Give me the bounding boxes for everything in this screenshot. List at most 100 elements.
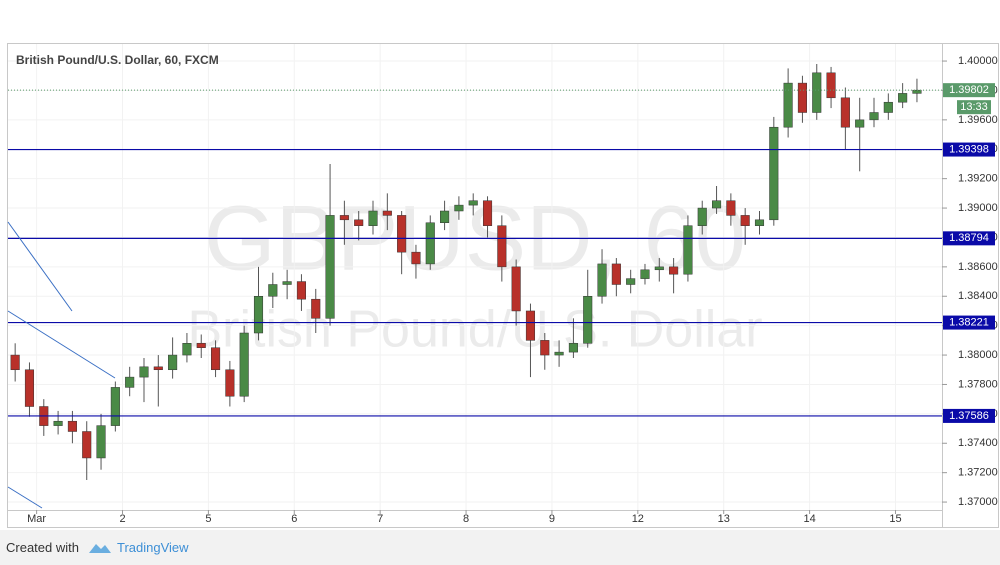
level-label: 1.38221 xyxy=(949,316,989,328)
candle-body xyxy=(497,225,507,268)
candle-body xyxy=(296,281,306,300)
candle-body xyxy=(898,93,908,103)
x-tick-label: 5 xyxy=(205,513,211,525)
candle-body xyxy=(869,112,879,121)
y-tick-label: 1.39000 xyxy=(958,202,998,214)
x-tick-label: 6 xyxy=(291,513,297,525)
level-label-bg xyxy=(943,315,995,330)
brand-link[interactable]: TradingView xyxy=(117,540,189,555)
candle-body xyxy=(425,222,435,265)
candle-body xyxy=(454,204,464,212)
trend-line xyxy=(7,486,43,509)
chart: GBPUSD, 60 British Pound/U.S. Dollar Bri… xyxy=(7,43,999,528)
footer-text: Created with xyxy=(6,540,79,555)
candle-body xyxy=(311,298,321,319)
logo xyxy=(89,544,111,553)
axes: 1.370001.372001.374001.376001.378001.380… xyxy=(27,55,998,525)
y-tick-label: 1.38000 xyxy=(958,349,998,361)
candle-body xyxy=(568,343,578,353)
y-tick-label: 1.39200 xyxy=(958,173,998,185)
candle-body xyxy=(554,351,564,356)
candle-body xyxy=(153,366,163,371)
candle-body xyxy=(440,210,450,224)
candle-body xyxy=(53,420,63,426)
candle-body xyxy=(96,425,106,459)
watermark-subtitle: British Pound/U.S. Dollar xyxy=(187,301,762,359)
candle-body xyxy=(482,200,493,226)
level-label-bg xyxy=(943,231,995,246)
candle-body xyxy=(912,89,922,94)
candle-body xyxy=(540,340,550,356)
x-tick-label: 13 xyxy=(718,513,730,525)
countdown: 13:33 xyxy=(960,101,988,113)
candle-body xyxy=(168,354,178,371)
candle-body xyxy=(883,101,893,113)
x-tick-label: 15 xyxy=(889,513,901,525)
candle-body xyxy=(268,284,278,297)
candle-body xyxy=(769,126,779,221)
candle-body xyxy=(812,72,822,113)
level-label-bg xyxy=(943,142,995,157)
candle-body xyxy=(397,215,407,253)
candle-body xyxy=(697,207,707,226)
candle-body xyxy=(339,215,349,221)
candle-body xyxy=(654,266,664,271)
chart-title: British Pound/U.S. Dollar, 60, FXCM xyxy=(16,53,219,67)
candle-body xyxy=(253,296,264,334)
price-label-bg xyxy=(943,83,995,98)
y-tick-label: 1.40000 xyxy=(958,55,998,67)
y-tick-label: 1.39600 xyxy=(958,114,998,126)
candle-body xyxy=(411,251,421,265)
price-label: 1.39802 xyxy=(949,84,989,96)
candle-body xyxy=(196,343,206,348)
candle-body xyxy=(139,366,149,378)
candle-body xyxy=(626,278,636,285)
x-tick-label: 14 xyxy=(803,513,815,525)
level-label: 1.38794 xyxy=(949,232,989,244)
candle-body xyxy=(826,72,836,99)
candle-body xyxy=(354,219,364,226)
candle-body xyxy=(110,387,120,426)
x-tick-label: 7 xyxy=(377,513,383,525)
chart-frame xyxy=(7,43,999,528)
x-tick-label: 12 xyxy=(632,513,644,525)
trend-line xyxy=(7,221,73,312)
candle-body xyxy=(611,263,621,285)
x-tick-label: 8 xyxy=(463,513,469,525)
candle-body xyxy=(67,420,77,432)
candle-body xyxy=(783,82,793,128)
candle-body xyxy=(468,200,478,206)
candle-body xyxy=(368,210,378,226)
plot xyxy=(8,63,942,481)
candle-body xyxy=(640,269,650,279)
countdown-bg xyxy=(957,100,991,115)
candle-body xyxy=(583,296,593,344)
x-tick-label: Mar xyxy=(27,513,46,525)
candle-body xyxy=(511,266,521,312)
candle-body xyxy=(754,219,765,226)
y-tick-label: 1.37200 xyxy=(958,467,998,479)
candle-body xyxy=(740,215,750,226)
level-label: 1.39398 xyxy=(949,143,989,155)
y-tick-label: 1.37400 xyxy=(958,437,998,449)
x-tick-label: 2 xyxy=(119,513,125,525)
candle-body xyxy=(125,376,135,388)
y-tick-label: 1.38400 xyxy=(958,290,998,302)
candle-body xyxy=(239,332,249,397)
candle-body xyxy=(225,369,235,397)
candle-body xyxy=(840,97,850,128)
candle-body xyxy=(82,431,92,459)
candle-body xyxy=(597,263,607,297)
y-tick-label: 1.38600 xyxy=(958,261,998,273)
candle-body xyxy=(10,354,20,371)
trend-line xyxy=(7,310,116,379)
candle-body xyxy=(282,281,292,285)
y-tick-label: 1.37800 xyxy=(958,378,998,390)
footer: Created with TradingView xyxy=(0,530,1000,565)
x-tick-label: 9 xyxy=(549,513,555,525)
candle-body xyxy=(182,343,192,356)
y-tick-label: 1.37000 xyxy=(958,496,998,508)
candle-body xyxy=(797,82,807,113)
candle-body xyxy=(382,210,392,216)
